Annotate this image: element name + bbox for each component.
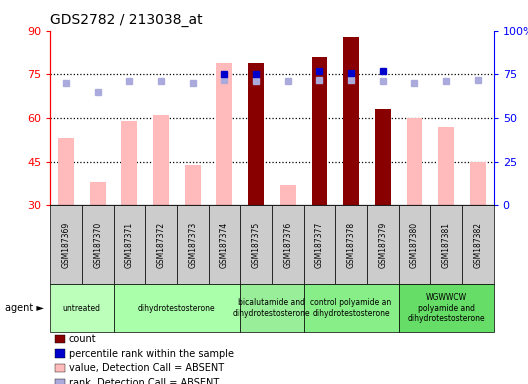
Text: agent ►: agent ► (5, 303, 44, 313)
Text: bicalutamide and
dihydrotestosterone: bicalutamide and dihydrotestosterone (233, 298, 311, 318)
Bar (312, 202, 327, 205)
Bar (216, 63, 232, 205)
Text: untreated: untreated (63, 304, 101, 313)
Text: GSM187372: GSM187372 (156, 222, 166, 268)
Text: GSM187375: GSM187375 (251, 222, 261, 268)
Text: dihydrotestosterone: dihydrotestosterone (138, 304, 216, 313)
Text: GSM187382: GSM187382 (473, 222, 483, 268)
Bar (153, 115, 169, 205)
Text: GSM187370: GSM187370 (93, 222, 102, 268)
Bar (90, 182, 106, 205)
Bar (470, 162, 486, 205)
Text: GSM187380: GSM187380 (410, 222, 419, 268)
Text: GSM187381: GSM187381 (441, 222, 451, 268)
Bar (248, 202, 264, 205)
Bar (121, 121, 137, 205)
Text: GSM187377: GSM187377 (315, 222, 324, 268)
Text: GSM187379: GSM187379 (378, 222, 388, 268)
Text: control polyamide an
dihydrotestosterone: control polyamide an dihydrotestosterone (310, 298, 392, 318)
Text: GDS2782 / 213038_at: GDS2782 / 213038_at (50, 13, 203, 27)
Bar (58, 139, 74, 205)
Text: value, Detection Call = ABSENT: value, Detection Call = ABSENT (69, 363, 224, 373)
Text: GSM187376: GSM187376 (283, 222, 293, 268)
Text: GSM187374: GSM187374 (220, 222, 229, 268)
Bar (438, 127, 454, 205)
Bar (407, 118, 422, 205)
Text: GSM187373: GSM187373 (188, 222, 197, 268)
Bar (375, 202, 391, 205)
Text: rank, Detection Call = ABSENT: rank, Detection Call = ABSENT (69, 378, 219, 384)
Bar (312, 57, 327, 205)
Text: GSM187369: GSM187369 (61, 222, 71, 268)
Text: WGWWCW
polyamide and
dihydrotestosterone: WGWWCW polyamide and dihydrotestosterone (407, 293, 485, 323)
Bar (343, 202, 359, 205)
Bar (343, 36, 359, 205)
Bar (248, 63, 264, 205)
Text: GSM187378: GSM187378 (346, 222, 356, 268)
Text: count: count (69, 334, 96, 344)
Text: percentile rank within the sample: percentile rank within the sample (69, 349, 233, 359)
Bar (185, 165, 201, 205)
Bar (280, 185, 296, 205)
Bar (375, 109, 391, 205)
Text: GSM187371: GSM187371 (125, 222, 134, 268)
